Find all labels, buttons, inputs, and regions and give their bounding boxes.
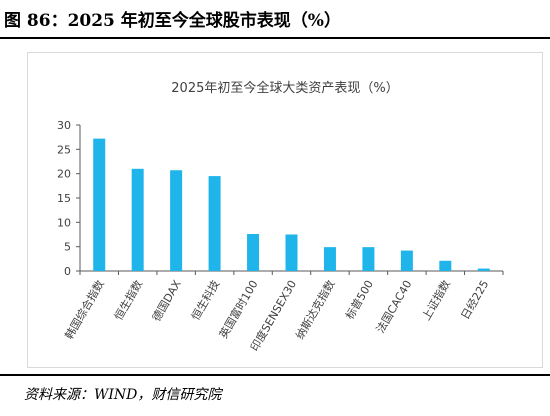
- report-title: 图 86：2025 年初至今全球股市表现（%）: [4, 11, 341, 31]
- y-tick-label: 5: [64, 241, 71, 254]
- y-tick-label: 10: [57, 216, 71, 229]
- bar: [208, 176, 221, 271]
- x-tick-label: 恒生科技: [188, 278, 222, 323]
- y-tick-label: 25: [57, 143, 71, 156]
- y-tick-label: 30: [57, 119, 71, 132]
- x-tick-label: 标普500: [342, 278, 376, 322]
- source-rule: [0, 374, 550, 376]
- bar: [477, 268, 490, 271]
- x-tick-label: 法国CAC40: [373, 278, 414, 336]
- x-tick-label: 日经225: [459, 278, 492, 322]
- x-tick-label: 上证指数: [419, 278, 453, 323]
- chart-title: 2025年初至今全球大类资产表现（%）: [171, 80, 398, 96]
- chart-frame: [27, 52, 543, 368]
- bar: [362, 247, 375, 271]
- bar: [247, 234, 260, 271]
- bar: [93, 138, 106, 271]
- y-tick-label: 15: [57, 192, 71, 205]
- bar: [131, 168, 144, 271]
- x-axis: 韩国综合指数 恒生指数 德国DAX 恒生科技英国富时100印度SENSEX30纳斯达克…: [62, 270, 504, 353]
- y-axis: 0 5 10 15 20 25 30: [57, 119, 81, 278]
- x-tick-label: 纳斯达克指数: [292, 278, 337, 342]
- x-tick-label: 德国DAX: [149, 277, 184, 324]
- bar: [170, 170, 183, 271]
- bars: [93, 138, 490, 271]
- source-note: 资料来源：WIND，财信研究院: [24, 387, 222, 403]
- bar: [285, 234, 298, 271]
- bar: [439, 260, 452, 271]
- y-tick-label: 0: [64, 265, 71, 278]
- y-tick-label: 20: [57, 168, 71, 181]
- x-tick-label: 恒生指数: [111, 278, 145, 323]
- bar: [323, 247, 336, 271]
- x-tick-label: 韩国综合指数: [62, 278, 107, 342]
- title-rule: [0, 37, 550, 39]
- x-tick-label: 英国富时100: [216, 278, 261, 341]
- bar: [400, 250, 413, 271]
